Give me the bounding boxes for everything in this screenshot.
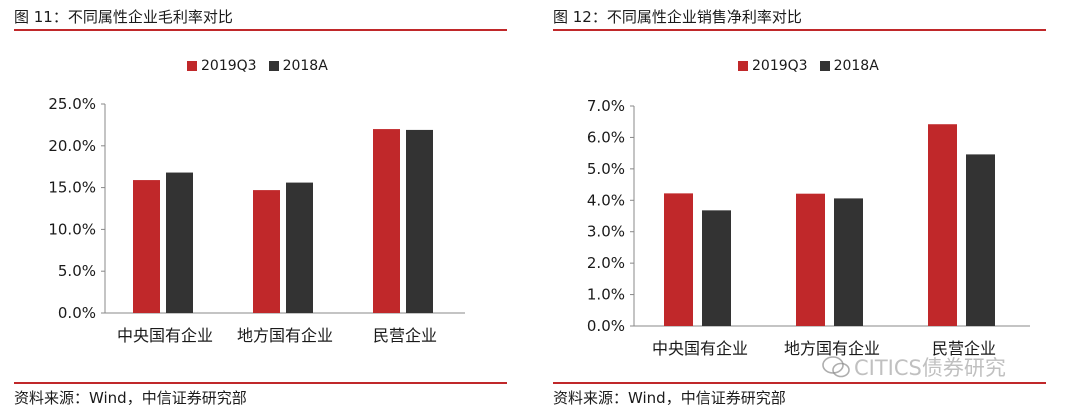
legend-item-series-2: 2018A xyxy=(268,58,328,74)
watermark-text: CITICS债券研究 xyxy=(854,356,1006,380)
wechat-icon xyxy=(822,356,850,378)
legend-label: 2019Q3 xyxy=(201,58,257,74)
bar-2018A xyxy=(286,182,313,313)
bar-2019Q3 xyxy=(253,190,280,313)
bar-2018A xyxy=(966,154,995,326)
chart-title: 图 11：不同属性企业毛利率对比 xyxy=(14,8,233,26)
x-tick-label: 地方国有企业 xyxy=(237,326,333,345)
x-tick-label: 民营企业 xyxy=(932,339,996,358)
y-tick-label: 4.0% xyxy=(587,191,625,209)
chart-title: 图 12：不同属性企业销售净利率对比 xyxy=(553,8,802,26)
bar-2019Q3 xyxy=(928,124,957,326)
y-tick-label: 2.0% xyxy=(587,254,625,272)
y-tick-label: 5.0% xyxy=(58,262,96,280)
y-tick-label: 20.0% xyxy=(48,137,96,155)
bar-2018A xyxy=(166,172,193,313)
legend-swatch xyxy=(819,61,830,71)
legend-swatch xyxy=(738,61,748,71)
y-tick-label: 0.0% xyxy=(587,317,625,335)
bar-2019Q3 xyxy=(373,129,400,313)
bar-2018A xyxy=(406,129,433,313)
bar-2018A xyxy=(702,210,731,326)
bar-2019Q3 xyxy=(133,180,160,313)
y-tick-label: 1.0% xyxy=(587,286,625,304)
y-tick-label: 0.0% xyxy=(58,304,96,322)
source-divider xyxy=(14,382,507,384)
title-divider xyxy=(553,29,1046,31)
y-tick-label: 3.0% xyxy=(587,223,625,241)
legend-label: 2018A xyxy=(833,58,879,74)
source-note: 资料来源：Wind，中信证券研究部 xyxy=(553,389,786,407)
y-tick-label: 15.0% xyxy=(48,179,96,197)
source-divider xyxy=(553,382,1046,384)
bar-chart-net-margin: 0.0% 1.0% 2.0% 3.0% 4.0% 5.0% 6.0% 7.0% 中央国有企业 地方… xyxy=(587,97,1030,358)
y-tick-label: 5.0% xyxy=(587,160,625,178)
legend-label: 2019Q3 xyxy=(752,58,808,74)
chart-legend: 2019Q3 2018A xyxy=(738,58,891,74)
legend-label: 2018A xyxy=(282,58,328,74)
legend-item-series-1: 2019Q3 xyxy=(187,58,257,74)
legend-swatch xyxy=(187,61,197,71)
title-divider xyxy=(14,29,507,31)
y-tick-label: 7.0% xyxy=(587,97,625,115)
x-tick-label: 地方国有企业 xyxy=(784,339,880,358)
bar-2018A xyxy=(834,198,863,326)
bar-2019Q3 xyxy=(796,193,825,326)
source-note: 资料来源：Wind，中信证券研究部 xyxy=(14,389,247,407)
y-tick-label: 6.0% xyxy=(587,128,625,146)
bar-chart-gross-margin: 0.0% 5.0% 10.0% 15.0% 20.0% 25.0% 中央国有企业 地方国有企业… xyxy=(48,95,465,345)
chart-panel-gross-margin: 图 11：不同属性企业毛利率对比 2019Q3 2018A 0.0% 5.0% 10… xyxy=(14,0,524,415)
x-tick-label: 中央国有企业 xyxy=(117,326,213,345)
x-tick-label: 民营企业 xyxy=(373,326,437,345)
chart-legend: 2019Q3 2018A xyxy=(187,58,340,74)
watermark: CITICS债券研究 xyxy=(822,352,1006,382)
x-tick-label: 中央国有企业 xyxy=(652,339,748,358)
legend-swatch xyxy=(268,61,279,71)
y-tick-label: 25.0% xyxy=(48,95,96,113)
y-tick-label: 10.0% xyxy=(48,220,96,238)
bar-2019Q3 xyxy=(664,193,693,326)
legend-item-series-2: 2018A xyxy=(819,58,879,74)
chart-panel-net-margin: 图 12：不同属性企业销售净利率对比 2019Q3 2018A 0.0% 1.0%… xyxy=(553,0,1063,415)
legend-item-series-1: 2019Q3 xyxy=(738,58,808,74)
